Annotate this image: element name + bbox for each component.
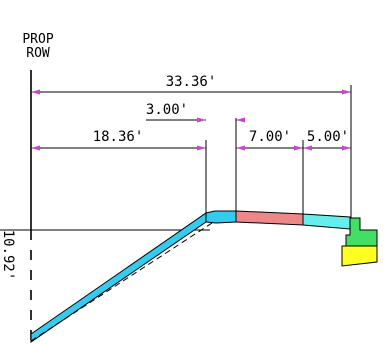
- arrow-total-right: [342, 89, 351, 95]
- slope-rounding: [205, 210, 237, 224]
- shoulder-section: [302, 213, 351, 230]
- prop-row-label-line1: PROP: [22, 32, 53, 47]
- slope-surface: [30, 212, 207, 343]
- dim-text-height: 10.92': [0, 230, 16, 281]
- arrow-7-left: [236, 145, 245, 151]
- arrow-3-outer: [236, 117, 245, 123]
- dim-text-3: 3.00': [146, 102, 188, 118]
- dim-text-18: 18.36': [93, 129, 144, 145]
- arrow-5-left: [303, 145, 312, 151]
- curb-section: [345, 217, 378, 247]
- pavement-section: [235, 210, 304, 226]
- arrow-18-left: [31, 145, 40, 151]
- dim-text-total: 33.36': [166, 74, 217, 90]
- arrow-3-right: [197, 117, 206, 123]
- dim-text-7: 7.00': [249, 129, 291, 145]
- base-section: [341, 245, 378, 267]
- dim-text-5: 5.00': [307, 129, 349, 145]
- arrow-7-right: [294, 145, 303, 151]
- prop-row-label-line2: ROW: [26, 46, 50, 61]
- arrow-5-right: [342, 145, 351, 151]
- slope-dashed-line: [30, 222, 213, 342]
- arrow-total-left: [31, 89, 40, 95]
- arrow-18-right: [197, 145, 206, 151]
